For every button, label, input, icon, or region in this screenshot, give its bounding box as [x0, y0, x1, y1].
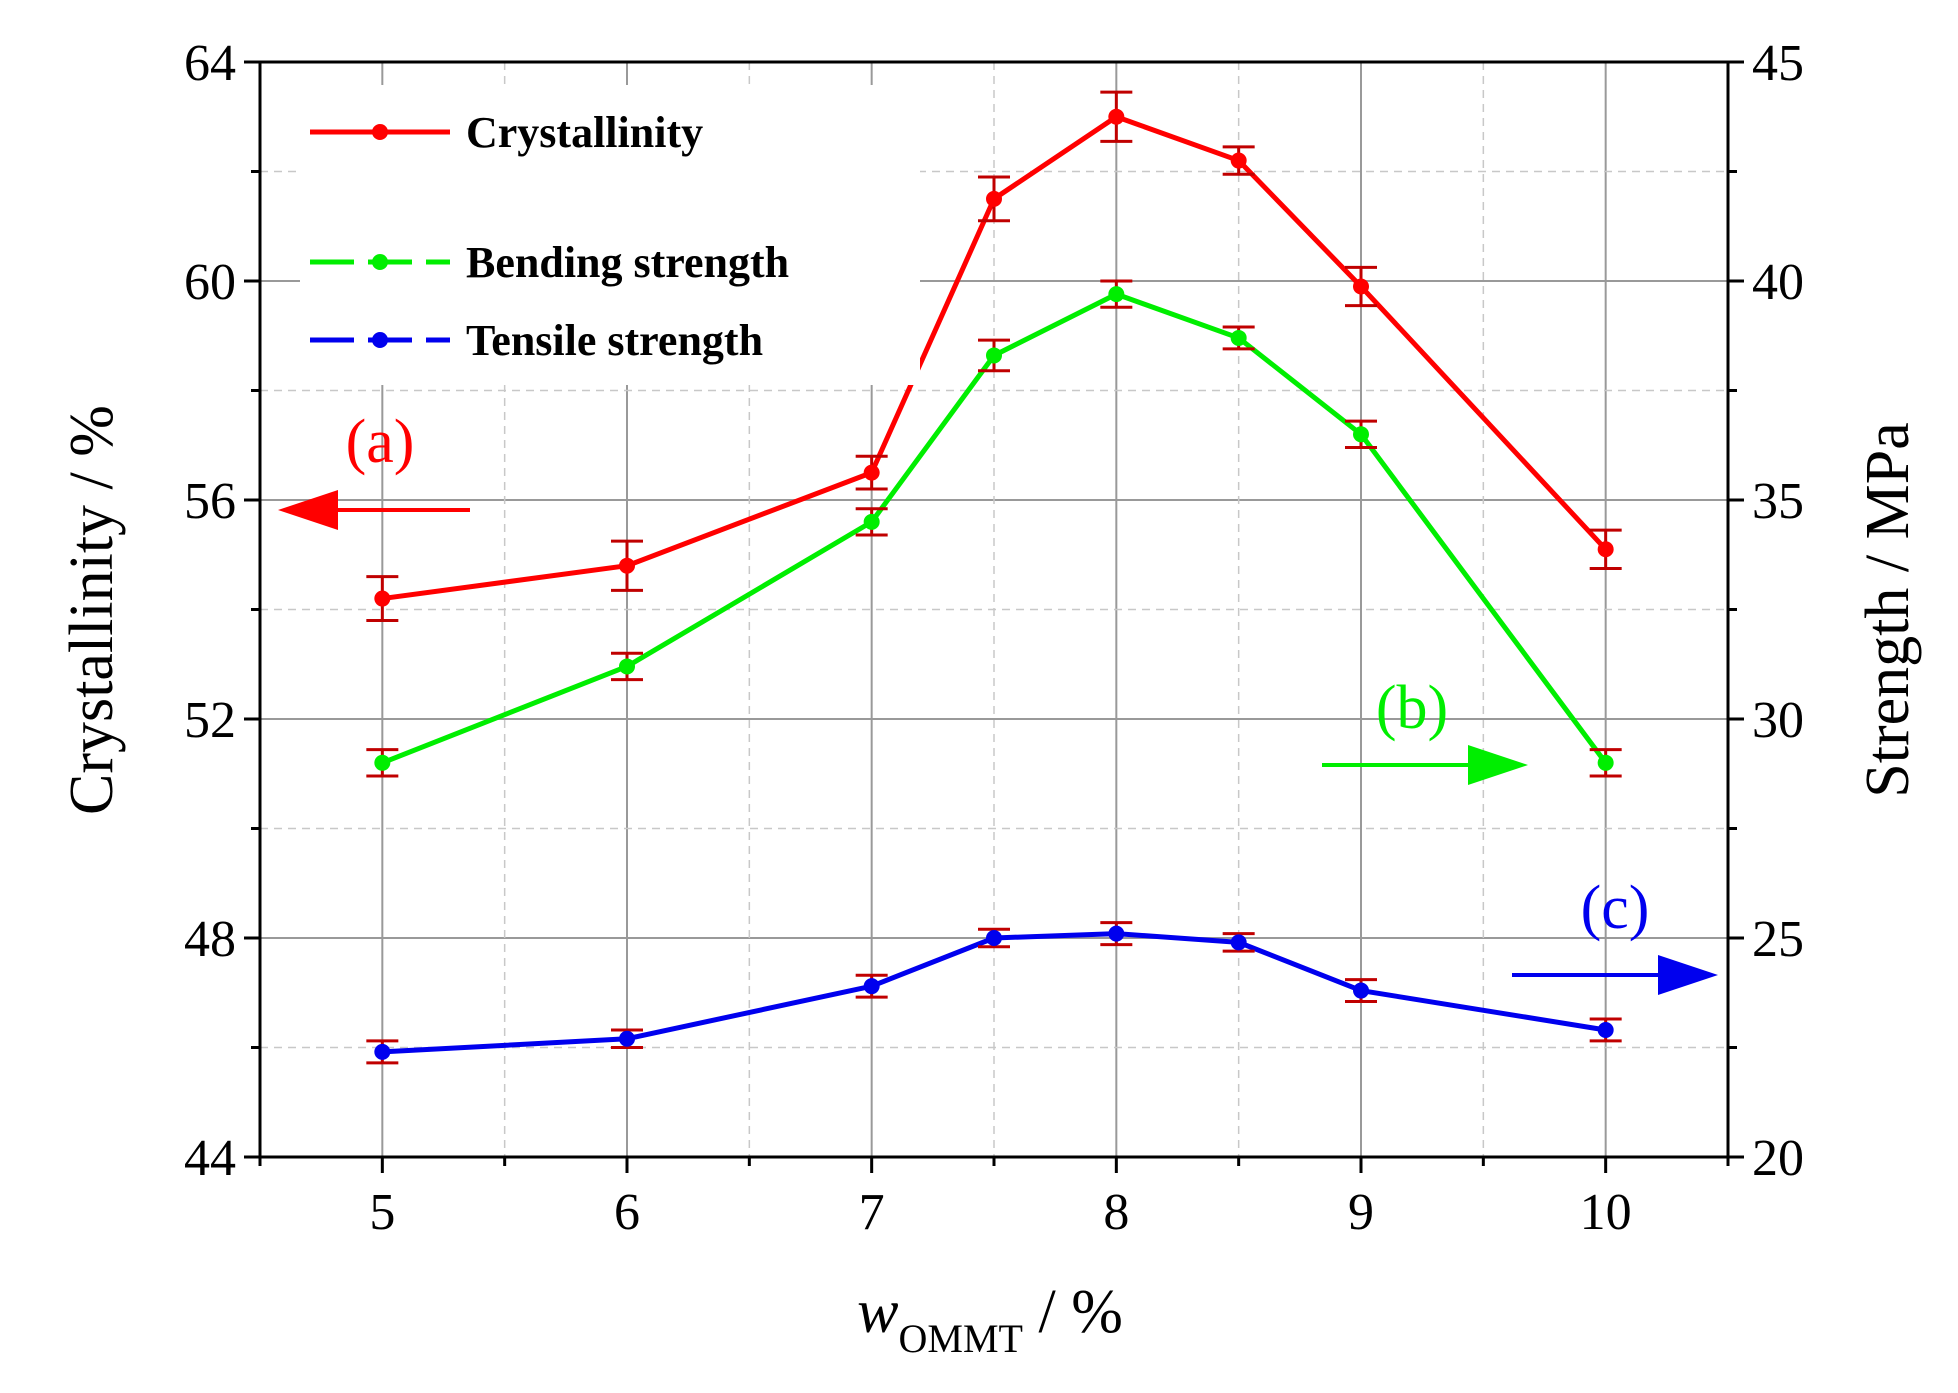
left-tick-label: 44: [184, 1130, 236, 1187]
tensile-strength-point: [1597, 1021, 1614, 1038]
tensile-strength-point: [1108, 925, 1125, 942]
crystallinity-point: [863, 464, 880, 481]
tensile-strength-point: [986, 930, 1002, 946]
x-tick-label: 6: [614, 1184, 640, 1241]
x-axis-title: wOMMT / %: [857, 1278, 1123, 1361]
annotation-label: (a): [346, 408, 415, 476]
legend-marker-crystallinity: [372, 124, 388, 140]
crystallinity-line: [382, 114, 1608, 602]
tensile-strength-line: [382, 931, 1607, 1055]
right-tick-label: 45: [1752, 35, 1804, 92]
x-tick-label: 5: [369, 1184, 395, 1241]
left-tick-label: 48: [184, 911, 236, 968]
left-tick-label: 52: [184, 692, 236, 749]
legend-label-bending-strength: Bending strength: [466, 238, 789, 287]
bending-strength-point: [1108, 286, 1125, 303]
crystallinity-point: [986, 190, 1002, 207]
right-tick-label: 40: [1752, 254, 1804, 311]
bending-strength-point: [863, 513, 880, 530]
left-axis-title: Crystallinity / %: [58, 405, 126, 815]
crystallinity-point: [1597, 541, 1614, 558]
crystallinity-point: [1230, 152, 1247, 169]
legend: Crystallinity Bending strength Tensile str…: [300, 85, 920, 385]
bending-strength-line: [381, 291, 1608, 766]
tensile-strength-point: [1353, 982, 1369, 999]
right-tick-label: 35: [1752, 473, 1804, 530]
annotation-arrow-head: [1468, 745, 1528, 785]
bending-strength-point: [1597, 754, 1614, 771]
left-tick-label: 56: [184, 473, 236, 530]
x-tick-label: 8: [1103, 1184, 1129, 1241]
crystallinity-point: [1353, 278, 1369, 295]
legend-marker-tensile-strength: [372, 332, 388, 348]
left-tick-label: 64: [184, 35, 236, 92]
x-axis-title-sub: OMMT: [899, 1316, 1023, 1361]
tensile-strength-point: [1230, 934, 1247, 951]
x-tick-label: 9: [1348, 1184, 1374, 1241]
x-axis-title-unit: / %: [1023, 1278, 1123, 1346]
crystallinity-point: [619, 557, 635, 574]
right-tick-label: 25: [1752, 911, 1804, 968]
legend-label-crystallinity: Crystallinity: [466, 108, 703, 157]
annotations: (a) (b) (c): [278, 408, 1718, 995]
right-axis-title: Strength / MPa: [1854, 422, 1922, 797]
crystallinity-point: [1108, 108, 1125, 125]
x-tick-label: 10: [1580, 1184, 1632, 1241]
tensile-strength-point: [863, 978, 880, 995]
bending-strength-point: [986, 347, 1002, 364]
legend-marker-bending-strength: [372, 254, 388, 270]
legend-label-tensile-strength: Tensile strength: [466, 316, 763, 365]
annotation-arrow-head: [1658, 955, 1718, 995]
right-tick-label: 20: [1752, 1130, 1804, 1187]
bending-strength-point: [619, 658, 635, 675]
bending-strength-point: [1353, 426, 1369, 443]
annotation-label: (b): [1376, 674, 1448, 742]
tensile-strength-point: [619, 1030, 635, 1047]
x-tick-label: 7: [859, 1184, 885, 1241]
crystallinity-point: [374, 590, 391, 607]
left-tick-label: 60: [184, 254, 236, 311]
right-tick-label: 30: [1752, 692, 1804, 749]
tensile-strength-point: [374, 1043, 391, 1060]
annotation-label: (c): [1581, 874, 1650, 942]
annotation-arrow-head: [278, 490, 338, 530]
series-layer: [366, 90, 1622, 1065]
bending-strength-point: [374, 754, 391, 771]
x-axis-title-main: w: [857, 1278, 898, 1346]
bending-strength-point: [1230, 329, 1247, 346]
